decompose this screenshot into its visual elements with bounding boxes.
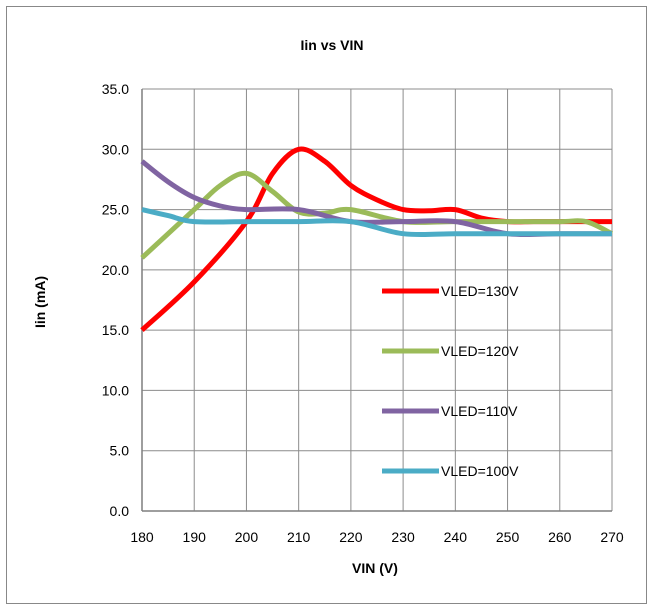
y-tick-label: 20.0: [102, 262, 129, 278]
y-tick-label: 0.0: [110, 503, 130, 519]
chart-title: Iin vs VIN: [300, 37, 363, 53]
y-tick-label: 10.0: [102, 382, 129, 398]
x-tick-label: 180: [130, 529, 154, 545]
x-tick-label: 250: [496, 529, 520, 545]
line-chart: Iin vs VIN 180 190 200 210 220 230 240 250 260 27…: [32, 37, 624, 576]
x-tick-label: 260: [548, 529, 572, 545]
legend: VLED=130V VLED=120V VLED=110V VLED=100V: [382, 283, 519, 479]
grid-lines: [141, 88, 613, 512]
x-tick-labels: 180 190 200 210 220 230 240 250 260 270: [130, 529, 624, 545]
series-line-vled-100v: [141, 207, 612, 238]
x-axis-title: VIN (V): [352, 560, 398, 576]
y-tick-label: 15.0: [102, 322, 129, 338]
y-tick-label: 30.0: [102, 141, 129, 157]
x-tick-label: 210: [287, 529, 311, 545]
x-tick-label: 240: [444, 529, 468, 545]
legend-label-vled-100v: VLED=100V: [441, 463, 519, 479]
x-tick-label: 270: [600, 529, 624, 545]
axes: [141, 89, 612, 512]
y-tick-label: 5.0: [110, 443, 130, 459]
y-tick-label: 35.0: [102, 81, 129, 97]
x-tick-label: 220: [339, 529, 363, 545]
series-line-vled-120v: [140, 170, 614, 260]
y-tick-label: 25.0: [102, 202, 129, 218]
x-tick-label: 200: [235, 529, 259, 545]
y-tick-labels: 0.0 5.0 10.0 15.0 20.0 25.0 30.0 35.0: [102, 81, 129, 519]
x-tick-label: 230: [391, 529, 415, 545]
y-axis-title: Iin (mA): [32, 276, 48, 328]
legend-label-vled-110v: VLED=110V: [441, 403, 518, 419]
series-lines: [140, 146, 614, 332]
x-tick-label: 190: [183, 529, 207, 545]
chart-frame: Iin vs VIN 180 190 200 210 220 230 240 250 260 27…: [6, 6, 647, 604]
legend-label-vled-130v: VLED=130V: [441, 283, 519, 299]
series-line-vled-130v: [140, 146, 613, 332]
legend-label-vled-120v: VLED=120V: [441, 343, 519, 359]
